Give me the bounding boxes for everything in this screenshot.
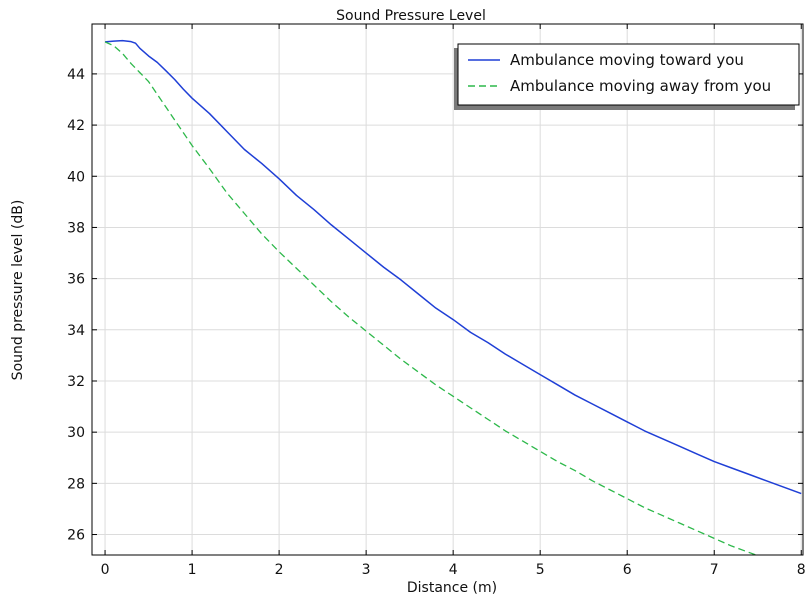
x-tick-label: 1 [188,562,197,578]
y-tick-label: 36 [67,272,85,288]
legend-label-away: Ambulance moving away from you [510,77,771,95]
x-tick-label: 5 [536,562,545,578]
legend-box [457,43,800,106]
y-tick-label: 30 [67,425,85,441]
series-line-0 [104,39,802,495]
y-tick-label: 40 [67,169,85,185]
y-tick-label: 32 [67,374,85,390]
series-layer [104,39,802,555]
x-tick-label: 6 [623,562,632,578]
y-tick-label: 26 [67,528,85,544]
plot-area [92,24,803,555]
chart-title: Sound Pressure Level [336,8,486,24]
x-axis-label: Distance (m) [407,580,497,596]
legend: Ambulance moving toward you Ambulance mo… [454,43,800,110]
y-tick-label: 28 [67,476,85,492]
plot-frame [91,23,804,556]
x-tick-label: 0 [101,562,110,578]
y-tick-label: 44 [67,67,85,83]
x-tick-label: 2 [275,562,284,578]
legend-label-toward: Ambulance moving toward you [510,51,744,69]
x-tick-label: 8 [797,562,806,578]
x-tick-label: 7 [710,562,719,578]
x-tick-label: 3 [362,562,371,578]
y-tick-label: 34 [67,323,85,339]
x-tick-label: 4 [449,562,458,578]
y-tick-label: 38 [67,220,85,236]
y-tick-label: 42 [67,118,85,134]
series-line-1 [104,41,758,555]
y-axis-label: Sound pressure level (dB) [10,200,26,381]
